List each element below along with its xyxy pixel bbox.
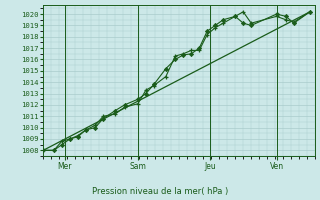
- Text: Pression niveau de la mer( hPa ): Pression niveau de la mer( hPa ): [92, 187, 228, 196]
